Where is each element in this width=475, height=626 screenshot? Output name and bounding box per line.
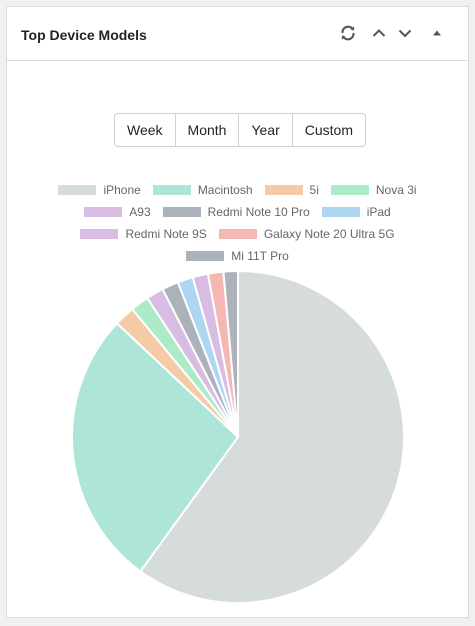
- pie-chart: [71, 269, 405, 604]
- caret-up-icon: [433, 30, 441, 36]
- legend-label: iPhone: [103, 183, 141, 197]
- legend-swatch: [80, 229, 119, 239]
- legend-label: Redmi Note 9S: [125, 227, 207, 241]
- range-week-button[interactable]: Week: [127, 122, 163, 138]
- legend-label: Macintosh: [197, 183, 253, 197]
- move-up-button[interactable]: [367, 21, 391, 45]
- legend-swatch: [58, 185, 97, 195]
- range-month-button[interactable]: Month: [174, 114, 239, 146]
- legend-label: Galaxy Note 20 Ultra 5G: [263, 227, 395, 241]
- legend-label: Nova 3i: [375, 183, 417, 197]
- widget-header: Top Device Models: [7, 7, 468, 61]
- legend-item[interactable]: Macintosh: [152, 183, 253, 197]
- legend-label: A93: [129, 205, 151, 219]
- legend-swatch: [321, 207, 360, 217]
- range-custom-button[interactable]: Custom: [291, 114, 365, 146]
- chevron-down-icon: [398, 29, 412, 38]
- move-down-button[interactable]: [393, 21, 417, 45]
- refresh-button[interactable]: [336, 21, 360, 45]
- chevron-up-icon: [372, 29, 386, 37]
- range-selector: Week Month Year Custom: [114, 113, 366, 147]
- legend-label: iPad: [366, 205, 391, 219]
- legend-item[interactable]: Redmi Note 10 Pro: [162, 205, 310, 219]
- pie-slice-iphone[interactable]: [139, 269, 405, 604]
- legend-label: 5i: [309, 183, 319, 197]
- legend-item[interactable]: Galaxy Note 20 Ultra 5G: [218, 227, 395, 241]
- legend-row: Mi 11T Pro: [7, 245, 468, 267]
- toggle-panel-button[interactable]: [425, 21, 449, 45]
- device-models-widget: Top Device Models Week Mo: [6, 6, 469, 618]
- legend-item[interactable]: Redmi Note 9S: [80, 227, 207, 241]
- legend-item[interactable]: 5i: [264, 183, 319, 197]
- legend-swatch: [218, 229, 257, 239]
- legend-swatch: [186, 251, 225, 261]
- legend-swatch: [330, 185, 369, 195]
- range-year-button[interactable]: Year: [238, 114, 291, 146]
- legend-swatch: [264, 185, 303, 195]
- legend-swatch: [84, 207, 123, 217]
- legend-label: Redmi Note 10 Pro: [207, 205, 310, 219]
- legend-item[interactable]: Mi 11T Pro: [186, 249, 289, 263]
- pie-slice-mi-11t-pro[interactable]: [222, 269, 239, 438]
- legend-item[interactable]: A93: [84, 205, 151, 219]
- widget-title: Top Device Models: [21, 27, 147, 43]
- refresh-icon: [341, 25, 355, 41]
- legend-item[interactable]: Nova 3i: [330, 183, 417, 197]
- legend-swatch: [162, 207, 201, 217]
- chart-legend: iPhone Macintosh 5i Nova 3i A93 Redmi Note 10…: [7, 179, 468, 267]
- legend-swatch: [152, 185, 191, 195]
- legend-item[interactable]: iPad: [321, 205, 391, 219]
- legend-row: A93 Redmi Note 10 Pro iPad: [7, 201, 468, 223]
- pie-slice-macintosh[interactable]: [71, 321, 240, 573]
- legend-row: Redmi Note 9S Galaxy Note 20 Ultra 5G: [7, 223, 468, 245]
- legend-label: Mi 11T Pro: [231, 249, 289, 263]
- legend-item[interactable]: iPhone: [58, 183, 141, 197]
- legend-row: iPhone Macintosh 5i Nova 3i: [7, 179, 468, 201]
